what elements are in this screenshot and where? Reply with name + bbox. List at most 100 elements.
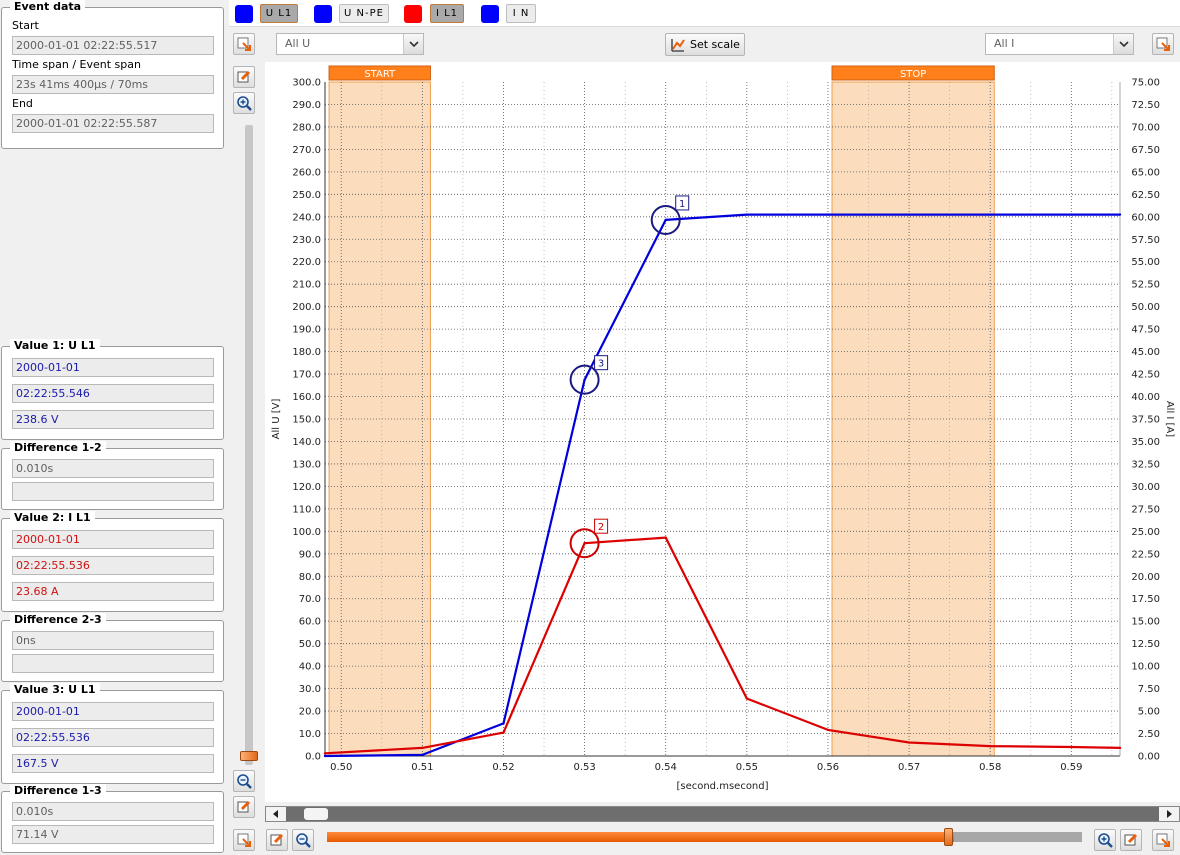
- y-right-tick-label: 32.50: [1131, 459, 1160, 470]
- x-tick-label: 0.57: [898, 762, 920, 773]
- set-scale-button[interactable]: Set scale: [665, 33, 745, 56]
- y-right-tick-label: 72.50: [1131, 100, 1160, 111]
- series-point: [323, 752, 327, 755]
- series-point: [826, 213, 830, 216]
- channel-in-color[interactable]: [481, 5, 499, 23]
- y-left-tick-label: 120.0: [292, 482, 321, 493]
- y-right-tick-label: 40.00: [1131, 392, 1160, 403]
- x-tick-label: 0.53: [573, 762, 595, 773]
- y-left-tick-label: 100.0: [292, 527, 321, 538]
- scroll-right-button[interactable]: [1159, 807, 1179, 821]
- channel-ul1-color[interactable]: [235, 5, 253, 23]
- y-left-tick-label: 140.0: [292, 437, 321, 448]
- zoom-in-horizontal-button[interactable]: [1094, 829, 1116, 851]
- diff12-value-field[interactable]: [12, 482, 214, 501]
- left-axis-select[interactable]: All U: [276, 33, 424, 55]
- export-icon: [1156, 833, 1170, 847]
- export-bottom-left-button[interactable]: [233, 829, 255, 851]
- right-axis-select-value: All I: [994, 37, 1015, 50]
- end-field[interactable]: 2000-01-01 02:22:55.587: [12, 114, 214, 133]
- series-point: [1070, 745, 1073, 749]
- export-bottom-right-button[interactable]: [1152, 829, 1174, 851]
- series-point: [1118, 213, 1122, 216]
- y-left-tick-label: 240.0: [292, 212, 321, 223]
- series-point: [989, 744, 992, 748]
- export-right-button[interactable]: [1152, 33, 1174, 55]
- y-left-tick-label: 10.0: [299, 729, 321, 740]
- diff13-value-field[interactable]: 71.14 V: [12, 825, 214, 844]
- zoom-in-vertical-button[interactable]: [233, 92, 255, 114]
- x-tick-label: 0.52: [492, 762, 514, 773]
- diff23-value-field[interactable]: [12, 654, 214, 673]
- series-point: [583, 541, 586, 545]
- edit-scale-button[interactable]: [233, 66, 255, 88]
- y-right-tick-label: 7.50: [1138, 684, 1160, 695]
- start-label: Start: [12, 19, 39, 32]
- zoom-slider-knob[interactable]: [944, 828, 953, 846]
- value3-date-field[interactable]: 2000-01-01: [12, 702, 214, 721]
- horizontal-scrollbar[interactable]: [265, 806, 1180, 822]
- y-left-tick-label: 270.0: [292, 145, 321, 156]
- channel-ul1-toggle[interactable]: U L1: [260, 4, 298, 23]
- vertical-slider-knob[interactable]: [240, 751, 258, 761]
- channel-unpe-toggle[interactable]: U N-PE: [339, 4, 389, 23]
- y-right-tick-label: 35.00: [1131, 437, 1160, 448]
- value2-date-field[interactable]: 2000-01-01: [12, 530, 214, 549]
- export-icon: [237, 37, 251, 51]
- y-left-tick-label: 130.0: [292, 459, 321, 470]
- zoom-out-vertical-button[interactable]: [233, 770, 255, 792]
- y-left-tick-label: 290.0: [292, 100, 321, 111]
- scroll-left-button[interactable]: [266, 807, 286, 821]
- start-field[interactable]: 2000-01-01 02:22:55.517: [12, 36, 214, 55]
- series-point: [907, 213, 911, 216]
- edit-vertical-button[interactable]: [233, 796, 255, 818]
- span-field[interactable]: 23s 41ms 400µs / 70ms: [12, 75, 214, 94]
- event-data-panel: Event data Start 2000-01-01 02:22:55.517…: [1, 0, 224, 149]
- diff12-panel: Difference 1-2 0.010s: [1, 441, 224, 510]
- vertical-zoom-slider[interactable]: [245, 125, 253, 765]
- right-axis-select[interactable]: All I: [985, 33, 1134, 55]
- diff23-time-field[interactable]: 0ns: [12, 631, 214, 650]
- series-point: [664, 218, 667, 222]
- y-right-tick-label: 47.50: [1131, 325, 1160, 336]
- channel-il1-toggle[interactable]: I L1: [430, 4, 464, 23]
- value3-time-field[interactable]: 02:22:55.536: [12, 728, 214, 747]
- channel-il1-color[interactable]: [404, 5, 422, 23]
- span-label: Time span / Event span: [12, 58, 141, 71]
- y-right-tick-label: 57.50: [1131, 235, 1160, 246]
- y-right-tick-label: 75.00: [1131, 78, 1160, 89]
- x-tick-label: 0.55: [736, 762, 758, 773]
- y-left-tick-label: 50.0: [299, 639, 321, 650]
- scroll-thumb[interactable]: [304, 808, 328, 820]
- edit-horizontal-button[interactable]: [266, 829, 288, 851]
- diff13-time-field[interactable]: 0.010s: [12, 802, 214, 821]
- cursor-marker-tag: [675, 195, 690, 211]
- series-point: [323, 754, 327, 758]
- value1-time-field[interactable]: 02:22:55.546: [12, 384, 214, 403]
- y-right-tick-label: 60.00: [1131, 212, 1160, 223]
- value1-date-field[interactable]: 2000-01-01: [12, 358, 214, 377]
- horizontal-zoom-slider[interactable]: [327, 828, 1082, 846]
- diff13-panel: Difference 1-3 0.010s 71.14 V: [1, 784, 224, 853]
- edit-horizontal-right-button[interactable]: [1120, 829, 1142, 851]
- value3-value-field[interactable]: 167.5 V: [12, 754, 214, 773]
- diff12-time-field[interactable]: 0.010s: [12, 459, 214, 478]
- value3-panel: Value 3: U L1 2000-01-01 02:22:55.536 16…: [1, 683, 224, 784]
- value2-time-field[interactable]: 02:22:55.536: [12, 556, 214, 575]
- channel-unpe-color[interactable]: [314, 5, 332, 23]
- diff23-title: Difference 2-3: [10, 613, 106, 627]
- y-left-tick-label: 210.0: [292, 280, 321, 291]
- y-left-tick-label: 30.0: [299, 684, 321, 695]
- channel-in-toggle[interactable]: I N: [506, 4, 536, 23]
- value1-value-field[interactable]: 238.6 V: [12, 410, 214, 429]
- edit-icon: [270, 833, 284, 846]
- export-left-button[interactable]: [233, 33, 255, 55]
- value2-value-field[interactable]: 23.68 A: [12, 582, 214, 601]
- cursor-marker-tag: [594, 355, 609, 371]
- waveform-chart[interactable]: START STOP 0.50 0.51 0.52 0.53 0.54 0.55 0.56 0.5…: [265, 62, 1180, 802]
- zoom-out-horizontal-button[interactable]: [292, 829, 314, 851]
- edit-icon: [237, 800, 251, 813]
- cursor-marker-label: 3: [598, 359, 604, 370]
- series-point: [745, 213, 749, 216]
- series-point: [421, 746, 424, 750]
